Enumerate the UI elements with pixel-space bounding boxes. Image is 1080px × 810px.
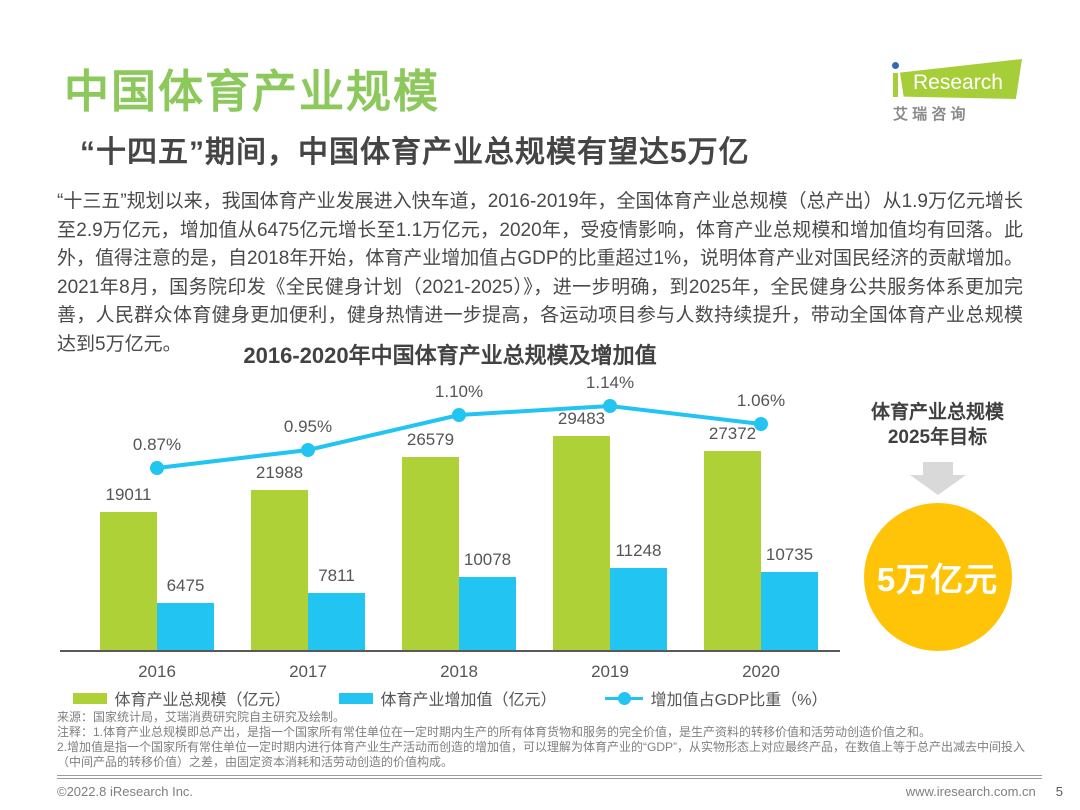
pct-label-2019: 1.14% <box>585 373 635 392</box>
bar-added-2016 <box>157 603 214 650</box>
bar-label-total-2017: 21988 <box>255 463 304 482</box>
chart-title: 2016-2020年中国体育产业总规模及增加值 <box>243 343 657 368</box>
logo-i-dot-icon <box>892 62 899 69</box>
gdp-dot-2019 <box>603 399 617 413</box>
logo-brand-text: Research <box>913 71 1003 94</box>
target-circle: 5万亿元 <box>863 503 1012 651</box>
bar-total-2019 <box>553 436 610 650</box>
bar-label-added-2018: 10078 <box>463 550 512 569</box>
footer-divider <box>57 775 1042 779</box>
pct-label-2017: 0.95% <box>283 417 333 436</box>
legend-item-added-value: 体育产业增加值（亿元） <box>338 686 557 710</box>
x-axis-label-2020: 2020 <box>742 662 780 681</box>
logo-flag-icon: Research <box>900 59 1022 99</box>
bar-label-total-2020: 27372 <box>708 424 757 443</box>
website-url: www.iresearch.com.cn <box>905 784 1036 799</box>
bar-total-2016 <box>100 512 157 650</box>
bar-total-2018 <box>402 457 459 650</box>
legend-swatch-line-dot-icon <box>604 691 643 705</box>
legend-swatch-green-icon <box>72 692 107 704</box>
down-arrow-stem <box>922 462 953 475</box>
source-note: 来源：国家统计局，艾瑞消费研究院自主研究及绘制。 <box>57 710 346 724</box>
chart-plot: 19011 6475 2016 21988 7811 2017 26579 10078 2018… <box>60 373 840 681</box>
bar-added-2018 <box>459 577 516 650</box>
bar-total-2020 <box>704 451 761 650</box>
down-arrow-icon <box>909 462 966 495</box>
bar-label-total-2018: 26579 <box>406 430 455 449</box>
legend-swatch-blue-icon <box>338 692 373 704</box>
bottom-bar: ©2022.8 iResearch Inc. www.iresearch.com… <box>57 784 1063 799</box>
legend-item-gdp-ratio: 增加值占GDP比重（%） <box>604 686 828 710</box>
page-number: 5 <box>1055 784 1063 799</box>
gdp-dot-2017 <box>301 443 315 457</box>
bar-label-added-2017: 7811 <box>318 566 355 585</box>
bar-label-total-2016: 19011 <box>105 485 152 504</box>
bar-label-added-2016: 6475 <box>166 576 205 595</box>
pct-label-2016: 0.87% <box>132 435 182 454</box>
iresearch-logo: Research 艾 瑞 咨 询 <box>890 50 1024 124</box>
legend-label-total-scale: 体育产业总规模（亿元） <box>114 692 291 709</box>
x-axis-label-2018: 2018 <box>440 662 478 681</box>
bar-label-added-2020: 10735 <box>765 545 814 564</box>
gdp-ratio-line <box>150 399 768 475</box>
gdp-dot-2020 <box>754 417 768 431</box>
down-arrow-tip <box>909 475 966 495</box>
bar-added-2017 <box>308 593 365 650</box>
page-title: 中国体育产业规模 <box>64 66 441 117</box>
pct-label-2020: 1.06% <box>736 391 786 410</box>
logo-i-stem-icon <box>893 73 898 97</box>
target-panel: 体育产业总规模 2025年目标 5万亿元 <box>855 400 1020 651</box>
intro-paragraph: “十三五”规划以来，我国体育产业发展进入快车道，2016-2019年，全国体育产… <box>57 191 1023 355</box>
page-subtitle: “十四五”期间，中国体育产业总规模有望达5万亿 <box>80 136 750 169</box>
legend-label-gdp-ratio: 增加值占GDP比重（%） <box>650 692 828 709</box>
target-title-line1: 体育产业总规模 <box>870 402 1004 423</box>
footnotes: 来源：国家统计局，艾瑞消费研究院自主研究及绘制。 注释：1.体育产业总规模即总产… <box>57 710 1042 770</box>
bar-added-2019 <box>610 568 667 650</box>
bar-added-2020 <box>761 572 818 650</box>
target-circle-label: 5万亿元 <box>876 561 999 598</box>
chart-legend: 体育产业总规模（亿元） 体育产业增加值（亿元） 增加值占GDP比重（%） <box>60 686 840 710</box>
copyright-text: ©2022.8 iResearch Inc. <box>57 784 194 799</box>
note-2: 2.增加值是指一个国家所有常住单位一定时期内进行体育产业生产活动而创造的增加值，… <box>57 740 1026 769</box>
gdp-dot-2018 <box>452 408 466 422</box>
pct-label-2018: 1.10% <box>434 382 484 401</box>
bar-label-added-2019: 11248 <box>615 541 662 560</box>
target-title-line2: 2025年目标 <box>887 427 988 448</box>
x-axis-label-2017: 2017 <box>289 662 327 681</box>
legend-label-added-value: 体育产业增加值（亿元） <box>380 692 557 709</box>
x-axis-label-2016: 2016 <box>138 662 176 681</box>
target-panel-title: 体育产业总规模 2025年目标 <box>855 400 1020 450</box>
bar-total-2017 <box>251 490 308 650</box>
gdp-dot-2016 <box>150 461 164 475</box>
legend-item-total-scale: 体育产业总规模（亿元） <box>72 686 291 710</box>
bar-label-total-2019: 29483 <box>557 409 606 428</box>
note-1: 注释：1.体育产业总规模即总产出，是指一个国家所有常住单位在一定时期内生产的所有… <box>57 725 932 739</box>
logo-tagline: 艾 瑞 咨 询 <box>893 106 966 123</box>
x-axis-label-2019: 2019 <box>591 662 629 681</box>
